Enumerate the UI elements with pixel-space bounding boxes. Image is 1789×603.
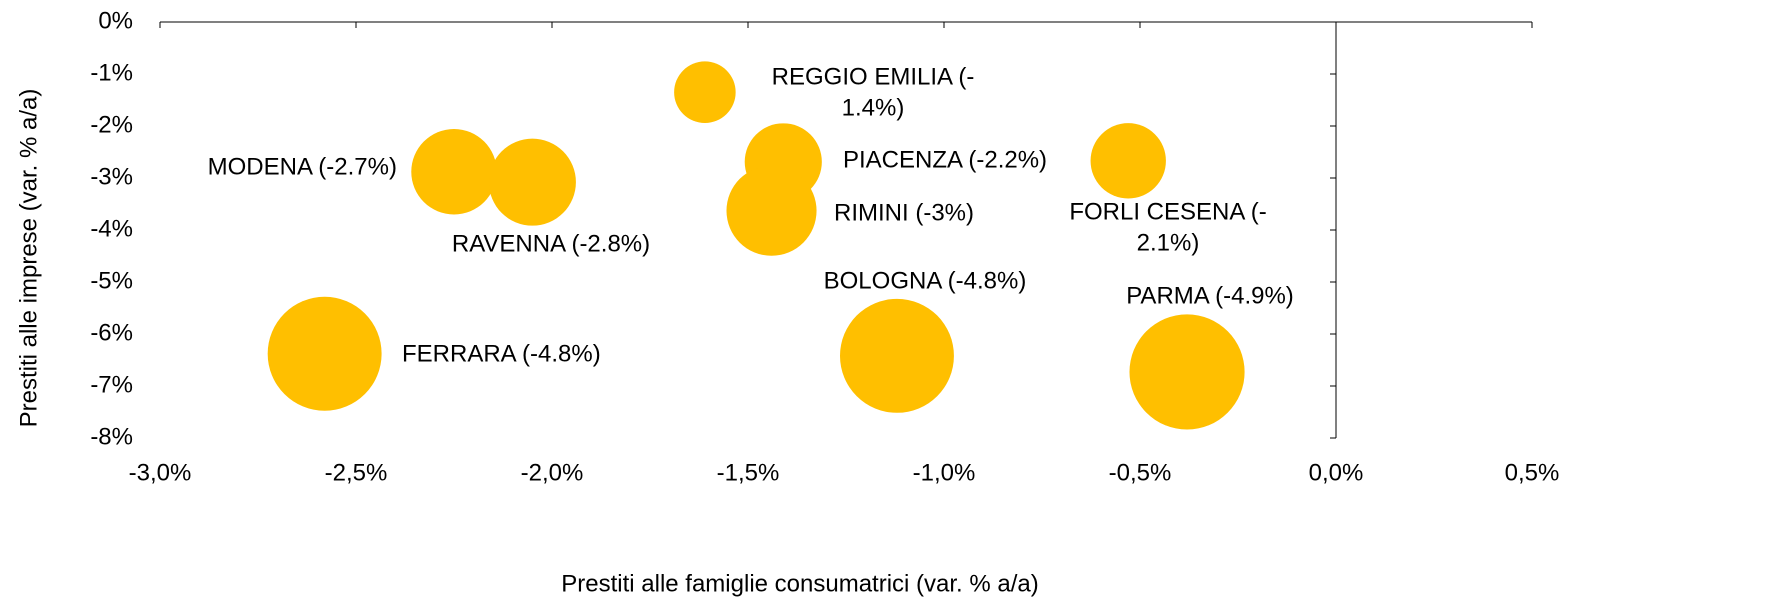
y-tick-label: -2% — [90, 111, 133, 138]
data-label: FERRARA (-4.8%) — [402, 340, 601, 367]
data-label: RAVENNA (-2.8%) — [452, 230, 650, 257]
x-tick-label: -1,0% — [913, 459, 976, 486]
bubble — [1090, 123, 1166, 199]
data-label: FORLI CESENA (- — [1069, 198, 1266, 225]
y-tick-label: -4% — [90, 215, 133, 242]
data-label: PARMA (-4.9%) — [1126, 282, 1294, 309]
bubble — [488, 138, 576, 226]
x-tick-label: -0,5% — [1109, 459, 1172, 486]
data-label: PIACENZA (-2.2%) — [843, 146, 1047, 173]
y-axis-title: Prestiti alle imprese (var. % a/a) — [15, 89, 42, 428]
data-label: 2.1%) — [1137, 229, 1200, 256]
y-tick-label: 0% — [98, 7, 133, 34]
y-tick-label: -5% — [90, 267, 133, 294]
bubble — [674, 61, 736, 123]
data-label: REGGIO EMILIA (- — [772, 63, 975, 90]
x-tick-label: 0,0% — [1309, 459, 1364, 486]
bubble — [726, 165, 817, 256]
x-tick-label: -1,5% — [717, 459, 780, 486]
y-tick-label: -8% — [90, 423, 133, 450]
bubble — [411, 129, 497, 215]
data-label: RIMINI (-3%) — [834, 199, 974, 226]
bubble — [267, 296, 382, 411]
y-tick-label: -1% — [90, 59, 133, 86]
y-tick-label: -7% — [90, 371, 133, 398]
data-label: 1.4%) — [842, 94, 905, 121]
x-tick-label: -3,0% — [129, 459, 192, 486]
y-tick-label: -6% — [90, 319, 133, 346]
bubble — [839, 298, 954, 413]
data-label: BOLOGNA (-4.8%) — [824, 267, 1027, 294]
x-tick-label: 0,5% — [1505, 459, 1560, 486]
x-tick-label: -2,5% — [325, 459, 388, 486]
bubble — [1129, 314, 1245, 430]
data-label: MODENA (-2.7%) — [208, 153, 397, 180]
x-tick-label: -2,0% — [521, 459, 584, 486]
x-axis-title: Prestiti alle famiglie consumatrici (var… — [561, 570, 1039, 597]
y-tick-label: -3% — [90, 163, 133, 190]
